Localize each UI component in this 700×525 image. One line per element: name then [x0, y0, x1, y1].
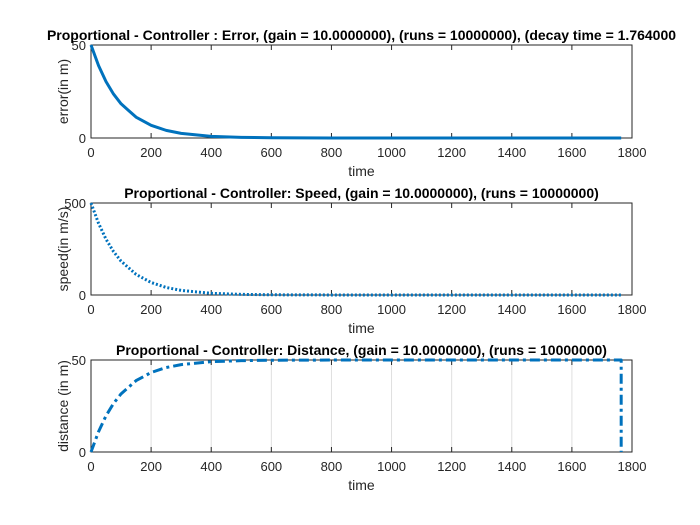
x-tick-label: 400	[200, 459, 222, 474]
chart-title: Proportional - Controller: Speed, (gain …	[124, 185, 599, 201]
series-line	[89, 202, 622, 297]
x-tick-label: 400	[200, 145, 222, 160]
x-tick-label: 1200	[437, 145, 466, 160]
x-tick-label: 1000	[377, 145, 406, 160]
x-tick-label: 0	[87, 302, 94, 317]
y-axis-label: speed(in m/s)	[55, 207, 71, 292]
x-tick-label: 800	[321, 145, 343, 160]
x-tick-label: 600	[260, 302, 282, 317]
x-axis-label: time	[348, 163, 375, 179]
y-tick-label: 500	[64, 196, 86, 211]
subplot-1: 0 200 400 600 800 1000 1200 1400 1600 1800 0 50Prop…	[47, 27, 676, 179]
series-line	[89, 44, 622, 140]
x-tick-label: 800	[321, 459, 343, 474]
axes-box	[90, 359, 633, 453]
axes-box	[90, 202, 633, 296]
x-axis-label: time	[348, 477, 375, 493]
x-tick-label: 1800	[618, 302, 647, 317]
x-tick-label: 1800	[618, 145, 647, 160]
x-tick-label: 1200	[437, 302, 466, 317]
y-tick-label: 0	[79, 445, 86, 460]
x-tick-label: 1000	[377, 302, 406, 317]
x-tick-label: 1400	[497, 459, 526, 474]
x-tick-label: 1200	[437, 459, 466, 474]
subplot-3: 0 200 400 600 800 1000 1200 1400 1600 1800 0 50 Prop…	[55, 342, 646, 493]
x-tick-label: 0	[87, 145, 94, 160]
x-tick-label: 1800	[618, 459, 647, 474]
subplot-2: 0 200 400 600 800 1000 1200 1400 1600 1800 0 500 Pro…	[55, 185, 646, 336]
y-axis-label: error(in m)	[55, 59, 71, 124]
chart-title: Proportional - Controller: Distance, (ga…	[116, 342, 607, 358]
x-tick-label: 200	[140, 145, 162, 160]
y-tick-label: 50	[72, 353, 86, 368]
y-tick-label: 50	[72, 38, 86, 53]
series-line	[89, 358, 623, 453]
x-tick-label: 600	[260, 145, 282, 160]
x-tick-label: 600	[260, 459, 282, 474]
chart-title: Proportional - Controller : Error, (gain…	[47, 27, 676, 43]
x-tick-label: 400	[200, 302, 222, 317]
x-tick-label: 800	[321, 302, 343, 317]
x-tick-label: 200	[140, 302, 162, 317]
subplots: 0 200 400 600 800 1000 1200 1400 1600 1800050Prop…	[47, 27, 676, 493]
x-tick-label: 1600	[557, 459, 586, 474]
x-tick-label: 1400	[497, 302, 526, 317]
x-tick-label: 1600	[557, 145, 586, 160]
x-tick-label: 0	[87, 459, 94, 474]
y-axis-label: distance (in m)	[55, 360, 71, 452]
y-tick-label: 0	[79, 288, 86, 303]
x-tick-label: 1400	[497, 145, 526, 160]
x-tick-label: 1600	[557, 302, 586, 317]
x-tick-label: 1000	[377, 459, 406, 474]
x-axis-label: time	[348, 320, 375, 336]
y-tick-label: 0	[79, 131, 86, 146]
x-tick-label: 200	[140, 459, 162, 474]
